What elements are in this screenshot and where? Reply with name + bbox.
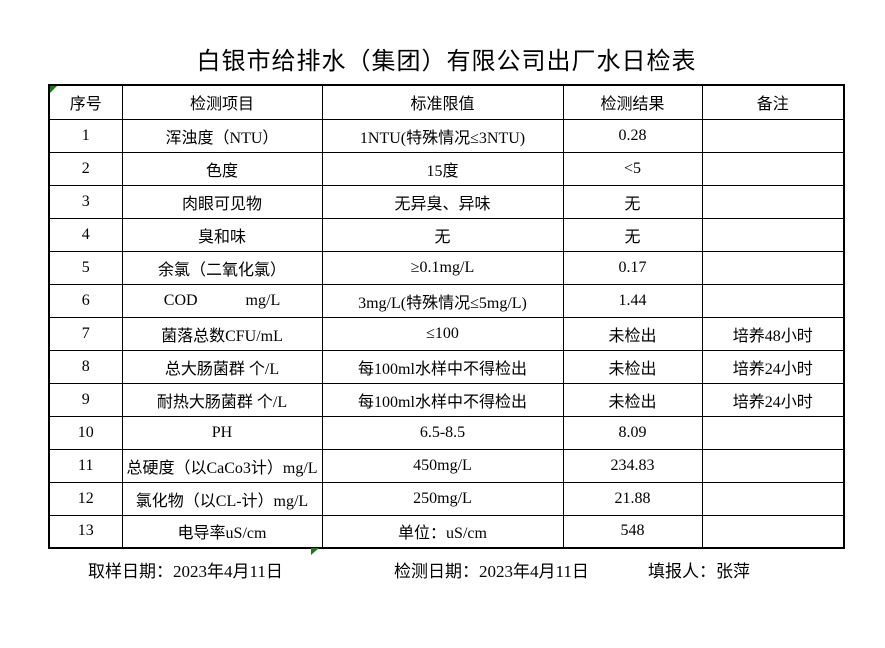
cell-result: 8.09 (562, 415, 703, 450)
cell-limit: ≥0.1mg/L (321, 250, 564, 285)
cell-test-item: 臭和味 (121, 217, 323, 252)
cell-serial-number: 8 (48, 349, 123, 384)
table-row: 8 总大肠菌群 个/L 每100ml水样中不得检出 未检出 培养24小时 (48, 349, 845, 384)
cell-test-item: 总硬度（以CaCo3计）mg/L (121, 448, 323, 483)
table-body: 1 浑浊度（NTU） 1NTU(特殊情况≤3NTU) 0.28 2 色度 15度… (48, 118, 845, 549)
cell-note (701, 514, 845, 549)
column-header-note: 备注 (701, 84, 845, 120)
cell-limit: 无异臭、异味 (321, 184, 564, 219)
table-row: 3 肉眼可见物 无异臭、异味 无 (48, 184, 845, 219)
cell-limit: 6.5-8.5 (321, 415, 564, 450)
cell-test-item: PH (121, 415, 323, 450)
cell-limit: 无 (321, 217, 564, 252)
cell-note (701, 283, 845, 318)
cell-limit: 每100ml水样中不得检出 (321, 382, 564, 417)
cell-serial-number: 5 (48, 250, 123, 285)
reporter-label: 填报人：张萍 (648, 562, 750, 581)
cell-limit: 15度 (321, 151, 564, 186)
table-row: 4 臭和味 无 无 (48, 217, 845, 252)
table-row: 6 COD mg/L 3mg/L(特殊情况≤5mg/L) 1.44 (48, 283, 845, 318)
cell-limit: 450mg/L (321, 448, 564, 483)
table-row: 7 菌落总数CFU/mL ≤100 未检出 培养48小时 (48, 316, 845, 351)
cell-serial-number: 10 (48, 415, 123, 450)
sampling-date-label: 取样日期：2023年4月11日 (88, 562, 283, 581)
page-title: 白银市给排水（集团）有限公司出厂水日检表 (196, 49, 697, 75)
test-date-label: 检测日期：2023年4月11日 (394, 562, 589, 581)
cell-test-item: 肉眼可见物 (121, 184, 323, 219)
cell-serial-number: 11 (48, 448, 123, 483)
cell-result: 21.88 (562, 481, 703, 516)
cell-result: 548 (562, 514, 703, 549)
cell-serial-number: 1 (48, 118, 123, 153)
cell-result: 0.17 (562, 250, 703, 285)
cell-result: 234.83 (562, 448, 703, 483)
cell-result: 0.28 (562, 118, 703, 153)
table-row: 9 耐热大肠菌群 个/L 每100ml水样中不得检出 未检出 培养24小时 (48, 382, 845, 417)
cell-note: 培养24小时 (701, 349, 845, 384)
cell-result: 未检出 (562, 382, 703, 417)
cell-limit: 1NTU(特殊情况≤3NTU) (321, 118, 564, 153)
cell-result: 未检出 (562, 349, 703, 384)
green-bottom-marker-icon (311, 548, 319, 555)
cell-note (701, 184, 845, 219)
cell-limit: 250mg/L (321, 481, 564, 516)
column-header-result: 检测结果 (562, 84, 703, 120)
table-row: 5 余氯（二氧化氯） ≥0.1mg/L 0.17 (48, 250, 845, 285)
cell-serial-number: 3 (48, 184, 123, 219)
cell-test-item: 氯化物（以CL-计）mg/L (121, 481, 323, 516)
cell-serial-number: 13 (48, 514, 123, 549)
table-row: 12 氯化物（以CL-计）mg/L 250mg/L 21.88 (48, 481, 845, 516)
cell-result: 1.44 (562, 283, 703, 318)
table-row: 11 总硬度（以CaCo3计）mg/L 450mg/L 234.83 (48, 448, 845, 483)
cell-serial-number: 9 (48, 382, 123, 417)
cell-serial-number: 7 (48, 316, 123, 351)
cell-note (701, 217, 845, 252)
cell-test-item: 余氯（二氧化氯） (121, 250, 323, 285)
cell-serial-number: 12 (48, 481, 123, 516)
cell-result: 无 (562, 217, 703, 252)
table-row: 1 浑浊度（NTU） 1NTU(特殊情况≤3NTU) 0.28 (48, 118, 845, 153)
cell-test-item: 色度 (121, 151, 323, 186)
cell-note (701, 481, 845, 516)
cell-test-item: 耐热大肠菌群 个/L (121, 382, 323, 417)
cell-serial-number: 6 (48, 283, 123, 318)
cell-note: 培养48小时 (701, 316, 845, 351)
cell-limit: ≤100 (321, 316, 564, 351)
cell-test-item: 浑浊度（NTU） (121, 118, 323, 153)
cell-result: <5 (562, 151, 703, 186)
cell-serial-number: 4 (48, 217, 123, 252)
cell-limit: 3mg/L(特殊情况≤5mg/L) (321, 283, 564, 318)
inspection-table: 序号 检测项目 标准限值 检测结果 备注 1 浑浊度（NTU） 1NTU(特殊情… (48, 84, 845, 549)
table-row: 2 色度 15度 <5 (48, 151, 845, 186)
cell-serial-number: 2 (48, 151, 123, 186)
cell-note: 培养24小时 (701, 382, 845, 417)
column-header-item: 检测项目 (121, 84, 323, 120)
cell-limit: 单位：uS/cm (321, 514, 564, 549)
cell-note (701, 415, 845, 450)
cell-note (701, 151, 845, 186)
green-corner-marker-icon (50, 86, 57, 93)
header-row: 序号 检测项目 标准限值 检测结果 备注 (48, 84, 845, 120)
cell-result: 无 (562, 184, 703, 219)
cell-test-item: 菌落总数CFU/mL (121, 316, 323, 351)
cell-test-item: 总大肠菌群 个/L (121, 349, 323, 384)
footer: 取样日期：2023年4月11日 检测日期：2023年4月11日 填报人：张萍 (0, 557, 885, 581)
cell-note (701, 118, 845, 153)
cell-result: 未检出 (562, 316, 703, 351)
cell-note (701, 448, 845, 483)
table-row: 10 PH 6.5-8.5 8.09 (48, 415, 845, 450)
table-row: 13 电导率uS/cm 单位：uS/cm 548 (48, 514, 845, 549)
cell-test-item: COD mg/L (121, 283, 323, 318)
cell-note (701, 250, 845, 285)
cell-test-item: 电导率uS/cm (121, 514, 323, 549)
column-header-no: 序号 (48, 84, 123, 120)
cell-limit: 每100ml水样中不得检出 (321, 349, 564, 384)
column-header-limit: 标准限值 (321, 84, 564, 120)
